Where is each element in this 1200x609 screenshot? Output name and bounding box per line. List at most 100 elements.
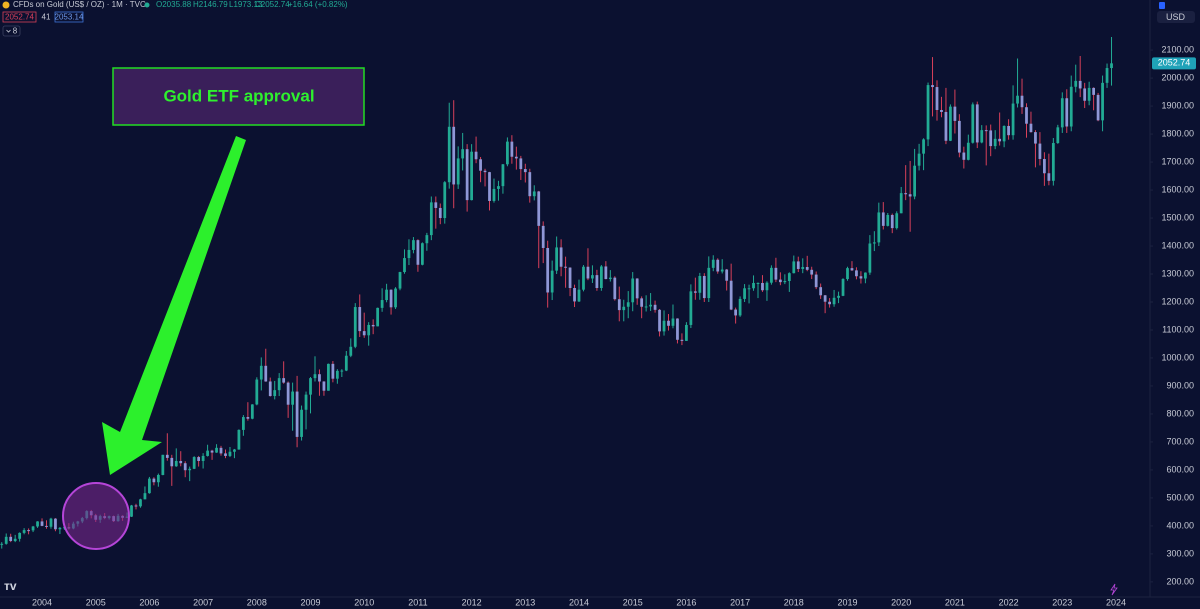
candle-body bbox=[291, 391, 294, 405]
candle-body bbox=[0, 543, 4, 545]
candle-body bbox=[828, 301, 831, 305]
candle-body bbox=[765, 282, 769, 291]
candle-body bbox=[237, 429, 241, 450]
y-tick-label: 1400.00 bbox=[1161, 240, 1194, 250]
currency-button[interactable] bbox=[1157, 11, 1195, 23]
ask-price: 2053.14 bbox=[55, 13, 84, 22]
candle-body bbox=[667, 320, 670, 326]
candle-body bbox=[770, 267, 773, 283]
candle-body bbox=[210, 450, 214, 453]
candle-body bbox=[134, 505, 138, 507]
ohlc-change: +16.64 (+0.82%) bbox=[288, 0, 348, 9]
candle-body bbox=[40, 521, 44, 526]
candle-body bbox=[318, 374, 321, 382]
candle-body bbox=[224, 453, 227, 456]
y-tick-label: 1100.00 bbox=[1162, 324, 1194, 334]
chevron-icon bbox=[6, 29, 11, 33]
candle-body bbox=[734, 309, 738, 316]
arrow bbox=[102, 136, 246, 475]
candle-body bbox=[322, 381, 326, 391]
candle-body bbox=[814, 274, 818, 288]
candle-body bbox=[1011, 103, 1015, 136]
candle-body bbox=[662, 320, 666, 332]
candle-body bbox=[179, 460, 183, 464]
candle-body bbox=[201, 455, 205, 461]
candle-body bbox=[488, 172, 491, 201]
candle-body bbox=[456, 158, 460, 185]
candle-body bbox=[855, 270, 858, 277]
y-tick-label: 400.00 bbox=[1166, 520, 1194, 530]
candle-body bbox=[711, 259, 715, 268]
candle-body bbox=[622, 306, 626, 311]
candle-body bbox=[514, 156, 518, 159]
candle-body bbox=[27, 530, 30, 532]
candle-body bbox=[774, 267, 778, 280]
candle-body bbox=[331, 363, 335, 379]
candle-body bbox=[344, 355, 348, 371]
candle-body bbox=[412, 240, 415, 250]
candle-body bbox=[698, 275, 702, 293]
candle-body bbox=[680, 339, 684, 341]
candle-body bbox=[1043, 158, 1046, 174]
candle-body bbox=[362, 331, 366, 336]
y-tick-label: 2000.00 bbox=[1161, 72, 1194, 82]
y-tick-label: 1600.00 bbox=[1161, 184, 1194, 194]
x-tick-label: 2010 bbox=[354, 597, 374, 607]
candle-body bbox=[546, 247, 550, 293]
candle-body bbox=[864, 272, 867, 279]
bid-box[interactable] bbox=[2, 11, 37, 23]
candles bbox=[0, 37, 1113, 549]
x-tick-label: 2014 bbox=[569, 597, 589, 607]
candle-body bbox=[376, 307, 380, 327]
candle-body bbox=[434, 202, 438, 208]
y-tick-label: 800.00 bbox=[1166, 408, 1194, 418]
candle-body bbox=[313, 374, 317, 379]
candle-body bbox=[403, 258, 406, 273]
candle-body bbox=[1069, 86, 1073, 127]
candle-body bbox=[913, 165, 917, 197]
candle-body bbox=[752, 282, 755, 289]
candle-body bbox=[859, 276, 863, 279]
x-tick-label: 2011 bbox=[408, 597, 427, 607]
candle-body bbox=[447, 126, 451, 183]
y-tick-label: 1200.00 bbox=[1161, 296, 1194, 306]
currency-control[interactable]: USD bbox=[1157, 2, 1195, 23]
bid-price: 2052.74 bbox=[5, 13, 34, 22]
candle-body bbox=[720, 269, 724, 272]
last-price-tag bbox=[1152, 57, 1196, 70]
candle-body bbox=[255, 379, 259, 405]
candle-body bbox=[846, 268, 849, 280]
x-tick-label: 2004 bbox=[32, 597, 52, 607]
candle-body bbox=[756, 282, 760, 284]
candle-body bbox=[671, 318, 675, 326]
candle-body bbox=[953, 106, 957, 121]
candle-body bbox=[188, 468, 192, 471]
candle-body bbox=[1038, 143, 1042, 159]
candle-body bbox=[980, 130, 984, 143]
indicator-toggle[interactable] bbox=[2, 25, 21, 37]
candle-body bbox=[45, 525, 48, 527]
x-tick-label: 2015 bbox=[623, 597, 643, 607]
y-tick-label: 1300.00 bbox=[1161, 268, 1194, 278]
candle-body bbox=[635, 278, 639, 299]
candle-body bbox=[577, 289, 581, 302]
y-tick-label: 300.00 bbox=[1166, 548, 1194, 558]
candle-body bbox=[183, 463, 187, 471]
candle-body bbox=[1007, 125, 1010, 136]
ask-box[interactable] bbox=[54, 11, 84, 23]
y-tick-label: 1900.00 bbox=[1161, 100, 1194, 110]
candle-body bbox=[1020, 95, 1024, 108]
candle-body bbox=[1056, 127, 1060, 144]
candle-body bbox=[935, 87, 939, 110]
candle-body bbox=[908, 194, 912, 197]
y-tick-label: 200.00 bbox=[1166, 576, 1194, 586]
y-tick-label: 500.00 bbox=[1166, 492, 1194, 502]
x-tick-label: 2018 bbox=[784, 597, 804, 607]
candle-body bbox=[537, 191, 541, 226]
candle-body bbox=[148, 478, 151, 494]
x-tick-label: 2019 bbox=[837, 597, 857, 607]
candle-body bbox=[1034, 132, 1037, 144]
candle-body bbox=[957, 120, 961, 153]
x-tick-label: 2012 bbox=[462, 597, 482, 607]
candle-body bbox=[895, 213, 899, 229]
